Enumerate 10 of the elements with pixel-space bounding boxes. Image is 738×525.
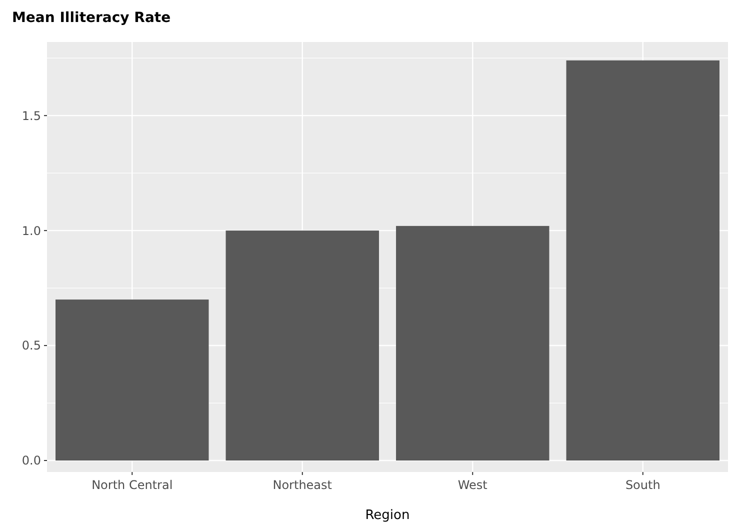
chart-title: Mean Illiteracy Rate <box>12 10 171 26</box>
y-tick-label: 1.0 <box>22 224 41 238</box>
x-tick-label: West <box>458 478 488 492</box>
y-tick-label: 0.0 <box>22 454 41 468</box>
y-tick-label: 0.5 <box>22 338 41 353</box>
x-tick-label: Northeast <box>272 478 332 492</box>
x-tick-label: South <box>625 478 660 492</box>
x-axis-title: Region <box>365 508 410 523</box>
y-tick-label: 1.5 <box>22 108 41 123</box>
x-tick-label: North Central <box>92 478 173 492</box>
